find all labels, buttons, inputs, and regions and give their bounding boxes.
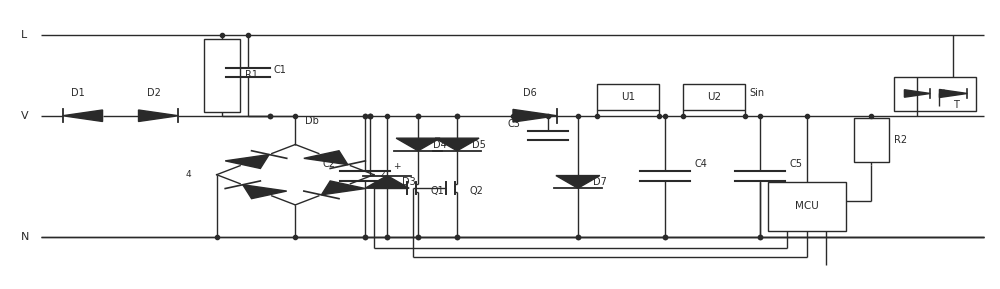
Polygon shape <box>904 90 930 97</box>
Bar <box>597 84 659 110</box>
Text: R2: R2 <box>894 135 908 145</box>
Polygon shape <box>939 90 967 97</box>
Text: D6: D6 <box>523 88 537 98</box>
Text: D1: D1 <box>71 88 84 98</box>
Text: Sin: Sin <box>750 88 765 98</box>
Text: R1: R1 <box>245 71 258 80</box>
Polygon shape <box>365 175 409 188</box>
Text: D4: D4 <box>433 140 447 149</box>
Text: D7: D7 <box>593 177 607 187</box>
Text: 2: 2 <box>379 170 385 179</box>
Text: L: L <box>21 30 27 40</box>
Polygon shape <box>225 155 269 168</box>
Text: U1: U1 <box>621 92 635 102</box>
Bar <box>854 118 889 162</box>
Bar <box>204 39 240 112</box>
Bar <box>768 182 846 231</box>
Polygon shape <box>243 185 287 199</box>
Text: T: T <box>953 100 959 110</box>
Text: Q1: Q1 <box>430 186 444 196</box>
Text: U2: U2 <box>707 92 721 102</box>
Text: 4: 4 <box>186 170 192 179</box>
Text: D5: D5 <box>472 140 486 149</box>
Bar <box>894 77 976 112</box>
Polygon shape <box>321 181 365 195</box>
Text: C4: C4 <box>695 159 708 169</box>
Polygon shape <box>63 110 103 121</box>
Text: MCU: MCU <box>795 201 818 211</box>
Text: N: N <box>21 231 29 242</box>
Text: Db: Db <box>305 116 319 126</box>
Text: C1: C1 <box>273 65 286 75</box>
Polygon shape <box>556 175 600 188</box>
Text: V: V <box>21 111 28 121</box>
Polygon shape <box>304 151 348 165</box>
Text: C5: C5 <box>790 159 803 169</box>
Bar <box>683 84 745 110</box>
Polygon shape <box>139 110 178 121</box>
Text: C2: C2 <box>322 159 335 169</box>
Text: C3: C3 <box>508 119 521 129</box>
Text: Q2: Q2 <box>469 186 483 196</box>
Text: +: + <box>393 162 401 171</box>
Polygon shape <box>435 138 479 151</box>
Polygon shape <box>396 138 440 151</box>
Text: D3: D3 <box>402 177 416 187</box>
Text: D2: D2 <box>147 88 160 98</box>
Polygon shape <box>513 110 557 122</box>
